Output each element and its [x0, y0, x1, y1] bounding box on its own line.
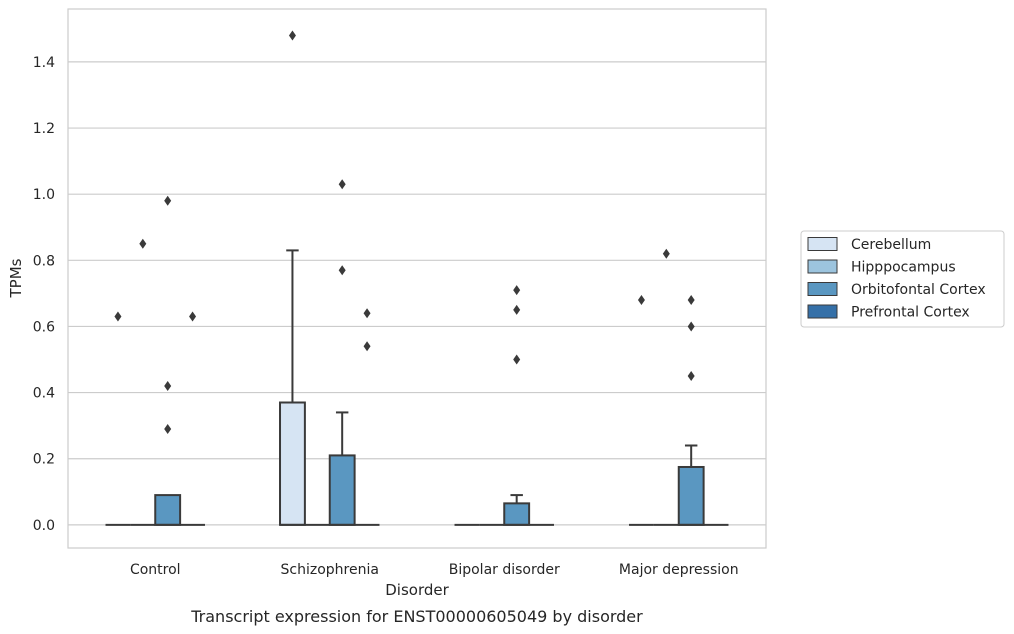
x-tick-label: Schizophrenia: [281, 562, 379, 578]
flier-point: [338, 179, 346, 190]
flier-point: [189, 311, 197, 322]
box-body: [279, 401, 306, 526]
legend-label: Orbitofontal Cortex: [851, 282, 986, 298]
legend-swatch: [807, 282, 838, 296]
flier-point: [687, 294, 695, 305]
legend-label: Hipppocampus: [851, 260, 956, 276]
box-orbitofontal-cortex: [503, 494, 531, 526]
flier-point: [288, 30, 296, 41]
flier-point: [139, 238, 147, 249]
x-tick-label: Bipolar disorder: [449, 562, 560, 578]
y-tick-label: 0.0: [33, 518, 55, 534]
flier-point: [637, 294, 645, 305]
y-tick-label: 1.0: [33, 187, 55, 203]
x-axis-label: Disorder: [385, 581, 449, 599]
y-axis-ticks: 0.0 0.2 0.4 0.6 0.8 1.0 1.2 1.4: [33, 55, 55, 534]
y-tick-label: 0.2: [33, 452, 55, 468]
x-tick-label: Major depression: [619, 562, 739, 578]
flier-point: [662, 248, 670, 259]
flier-point: [513, 304, 521, 315]
flier-point: [363, 341, 371, 352]
flier-point: [114, 311, 122, 322]
x-axis-ticks: Control Schizophrenia Bipolar disorder Majo…: [130, 562, 739, 578]
y-tick-label: 0.6: [33, 319, 55, 335]
y-axis-label: TPMs: [7, 258, 25, 298]
box-orbitofontal-cortex: [677, 444, 705, 526]
y-tick-label: 0.4: [33, 386, 55, 402]
box-body: [154, 494, 182, 526]
flier-point: [687, 371, 695, 382]
box-body: [503, 502, 531, 526]
y-tick-label: 1.2: [33, 121, 55, 137]
x-tick-label: Control: [130, 562, 181, 578]
flier-point: [513, 354, 521, 365]
legend-swatch: [807, 304, 838, 319]
legend-swatch: [807, 237, 838, 251]
flier-point: [164, 380, 172, 391]
fliers: [114, 30, 695, 434]
chart-caption: Transcript expression for ENST0000060504…: [190, 607, 643, 626]
box-body: [677, 465, 705, 526]
legend-swatch: [807, 259, 838, 274]
flier-point: [513, 285, 521, 296]
flier-point: [164, 195, 172, 206]
box-orbitofontal-cortex: [154, 494, 182, 526]
legend-items: Cerebellum Hipppocampus Orbitofontal Corte…: [807, 237, 986, 321]
legend-label: Prefrontal Cortex: [851, 305, 970, 321]
flier-point: [363, 308, 371, 319]
boxes: [105, 249, 729, 526]
plot-frame: [67, 8, 767, 549]
box-cerebellum: [279, 249, 306, 526]
y-tick-label: 1.4: [33, 55, 55, 71]
box-orbitofontal-cortex: [328, 411, 356, 526]
legend-frame: [800, 230, 1005, 328]
legend-label: Cerebellum: [851, 237, 931, 253]
box-body: [328, 454, 356, 526]
flier-point: [687, 321, 695, 332]
gridlines: [68, 61, 766, 526]
flier-point: [338, 265, 346, 276]
flier-point: [164, 423, 172, 434]
legend: Cerebellum Hipppocampus Orbitofontal Corte…: [800, 230, 1005, 328]
y-tick-label: 0.8: [33, 253, 55, 269]
